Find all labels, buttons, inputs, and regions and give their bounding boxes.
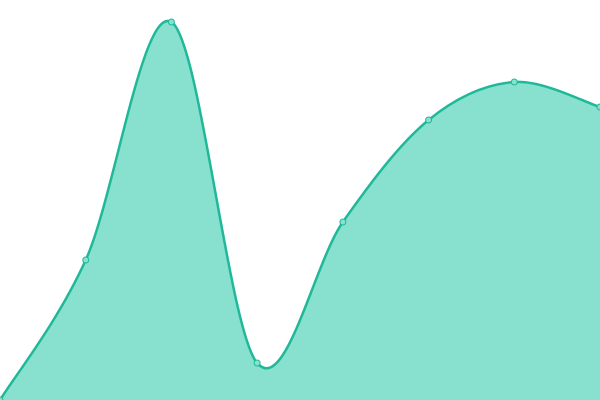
data-point [339,218,347,226]
area-fill [0,20,600,400]
data-point [0,396,4,400]
data-point [425,116,433,124]
data-point [167,18,175,26]
data-point [510,78,518,86]
data-point [596,103,600,111]
data-point [253,359,261,367]
data-point [82,256,90,264]
